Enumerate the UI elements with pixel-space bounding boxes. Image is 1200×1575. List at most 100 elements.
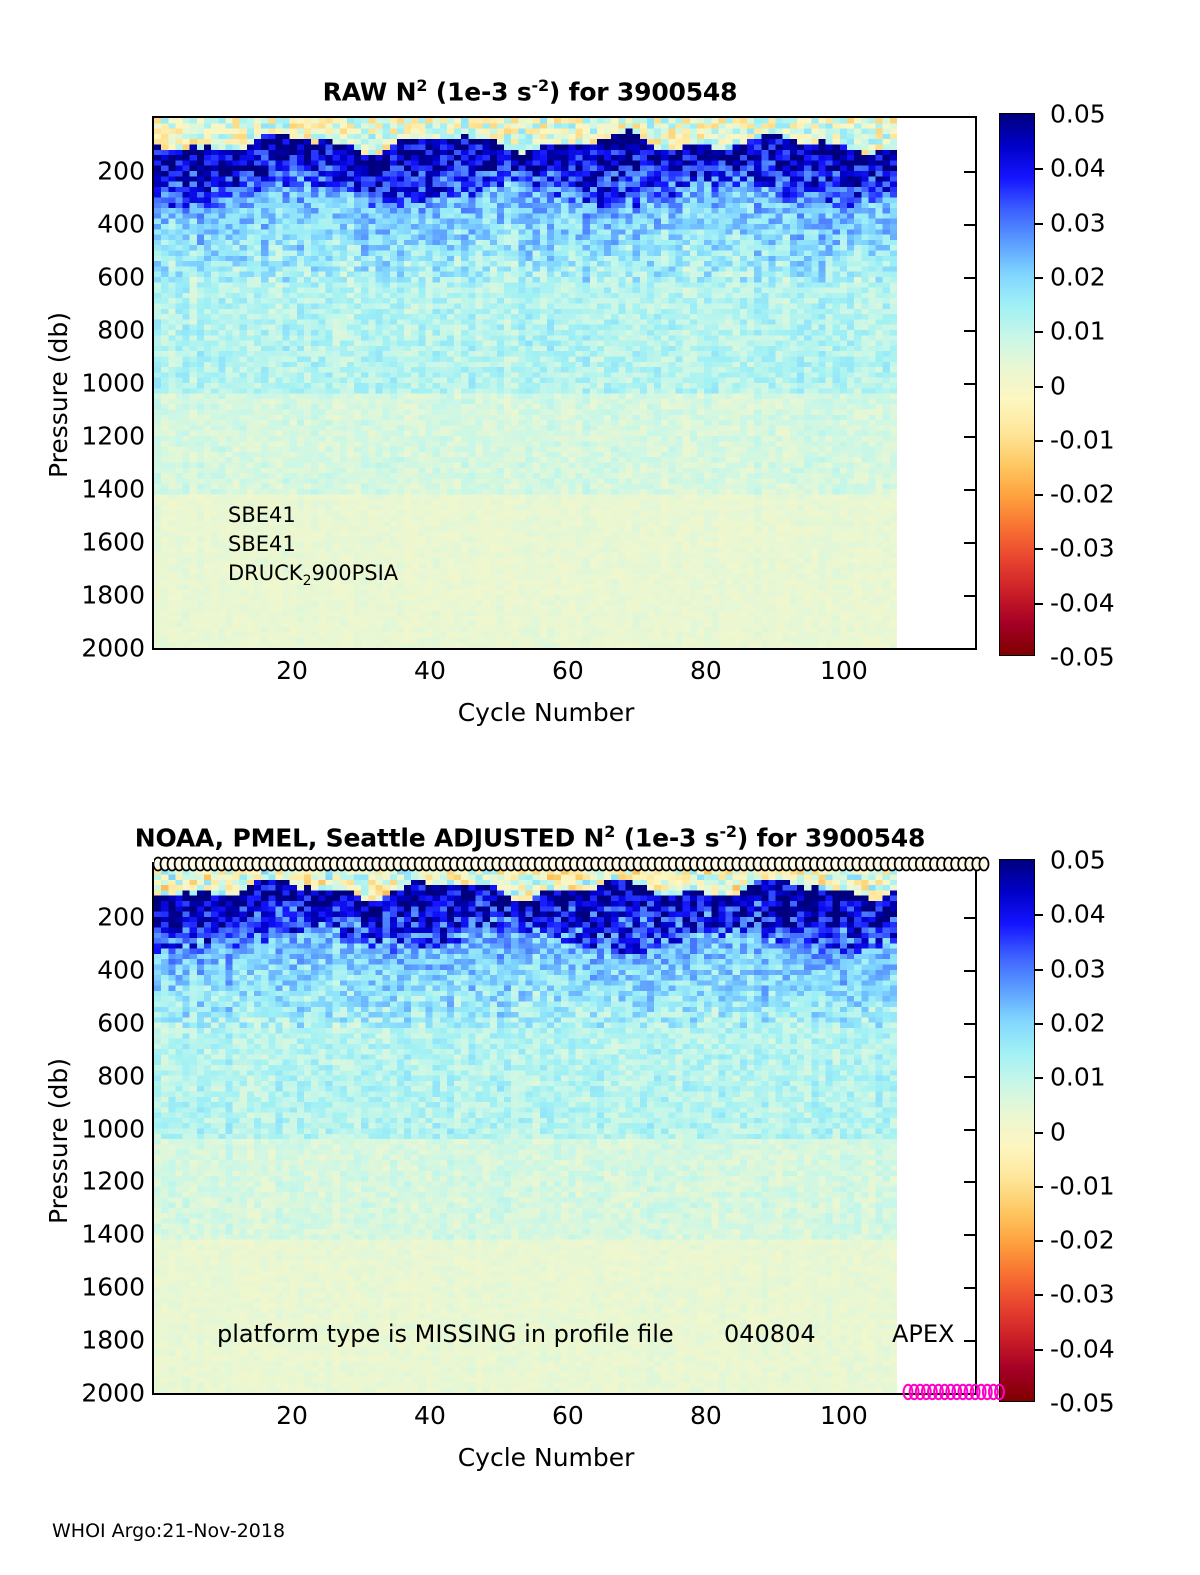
colorbar-tick-label: 0.04 bbox=[1050, 899, 1106, 929]
x-tick-label: 60 bbox=[552, 656, 584, 685]
y-tick-mark bbox=[964, 542, 975, 544]
colorbar-tick-label: -0.04 bbox=[1050, 1334, 1115, 1364]
title-float-id: ) for 3900548 bbox=[548, 77, 738, 107]
colorbar-tick-mark bbox=[1034, 602, 1043, 605]
x-tick-label: 100 bbox=[820, 656, 868, 685]
axes-adjusted: 200 400 600 800 1000 1200 1400 1600 1800 2000 20 40… bbox=[81, 862, 977, 1430]
colorbar-tick-label: 0.02 bbox=[1050, 1008, 1106, 1038]
x-axis-label: Cycle Number bbox=[457, 1443, 635, 1472]
colorbar-tick-mark bbox=[1034, 1294, 1043, 1297]
colorbar-tick-label: -0.02 bbox=[1050, 1225, 1115, 1255]
y-tick-mark bbox=[964, 1128, 975, 1131]
colorbar-tick-mark bbox=[1034, 1022, 1043, 1025]
colorbar-tick-label: -0.02 bbox=[1050, 479, 1115, 509]
y-tick-mark bbox=[964, 1075, 975, 1078]
colorbar-tick-label: 0 bbox=[1050, 1117, 1066, 1146]
y-tick-mark bbox=[964, 489, 975, 491]
y-tick-label: 1600 bbox=[81, 527, 145, 557]
platform-family-label: APEX bbox=[892, 1320, 955, 1348]
colorbar-adjusted: 0.05 0.04 0.03 0.02 0.01 0 -0.01 -0.02 -0.03 -0.0… bbox=[999, 846, 1115, 1418]
y-tick-label: 1400 bbox=[81, 1219, 145, 1249]
title-superscript-2: 2 bbox=[416, 76, 428, 95]
title-superscript-minus2: -2 bbox=[531, 76, 550, 95]
y-tick-label: 1000 bbox=[81, 1114, 145, 1143]
colorbar-tick-label: 0.02 bbox=[1050, 262, 1106, 292]
y-tick-mark bbox=[964, 277, 975, 279]
x-tick-label: 40 bbox=[414, 1401, 446, 1430]
y-tick-mark bbox=[964, 330, 975, 332]
colorbar-tick-mark bbox=[1034, 1240, 1043, 1243]
colorbar-tick-mark bbox=[1034, 1185, 1043, 1188]
colorbar-tick-label: 0.03 bbox=[1050, 208, 1106, 238]
colorbar-tick-label: -0.05 bbox=[1050, 1388, 1115, 1418]
colorbar-tick-label: -0.01 bbox=[1050, 1171, 1115, 1201]
heatmap-raw bbox=[154, 118, 897, 648]
colorbar-tick-mark bbox=[1034, 548, 1043, 551]
colorbar-tick-mark bbox=[1034, 1131, 1043, 1134]
title-units: (1e-3 s bbox=[615, 823, 720, 853]
title-main: NOAA, PMEL, Seattle ADJUSTED N bbox=[134, 823, 605, 853]
colorbar-tick-mark bbox=[1034, 276, 1043, 279]
y-tick-label: 1200 bbox=[81, 421, 145, 451]
x-tick-label: 80 bbox=[690, 1401, 722, 1430]
y-axis-label: Pressure (db) bbox=[44, 312, 73, 478]
x-tick-label: 80 bbox=[690, 656, 722, 685]
plot-title-adjusted: NOAA, PMEL, Seattle ADJUSTED N2 (1e-3 s-… bbox=[0, 822, 1060, 852]
y-tick-label: 400 bbox=[97, 955, 145, 985]
y-tick-mark bbox=[964, 436, 975, 438]
colorbar-tick-mark bbox=[1034, 1077, 1043, 1080]
y-tick-mark bbox=[964, 1234, 975, 1237]
y-tick-label: 800 bbox=[97, 315, 145, 345]
title-float-id: ) for 3900548 bbox=[736, 823, 926, 853]
y-tick-label: 1800 bbox=[81, 580, 145, 610]
colorbar-tick-mark bbox=[1034, 439, 1043, 442]
y-tick-mark bbox=[964, 1287, 975, 1290]
colorbar-raw: 0.05 0.04 0.03 0.02 0.01 0 -0.01 -0.02 -0.03 -0.0… bbox=[999, 100, 1115, 672]
x-tick-label: 40 bbox=[414, 656, 446, 685]
ctd-model-line-1: SBE41 bbox=[228, 503, 296, 527]
y-tick-label: 1600 bbox=[81, 1272, 145, 1302]
x-axis-label: Cycle Number bbox=[457, 698, 635, 727]
y-tick-mark bbox=[964, 171, 975, 173]
y-tick-label: 1400 bbox=[81, 474, 145, 504]
x-tick-label: 60 bbox=[552, 1401, 584, 1430]
colorbar-tick-mark bbox=[1034, 494, 1043, 497]
y-tick-label: 1000 bbox=[81, 368, 145, 398]
colorbar-tick-mark bbox=[1034, 914, 1043, 917]
y-tick-mark bbox=[964, 916, 975, 919]
wmo-instrument-code: 040804 bbox=[724, 1320, 816, 1348]
y-tick-label: 1800 bbox=[81, 1325, 145, 1355]
colorbar-tick-label: -0.03 bbox=[1050, 1279, 1115, 1309]
y-axis-label: Pressure (db) bbox=[44, 1057, 73, 1224]
colorbar-tick-mark bbox=[1034, 385, 1043, 388]
y-tick-label: 800 bbox=[97, 1061, 145, 1091]
colorbar-tick-mark bbox=[1034, 168, 1043, 171]
colorbar-tick-mark bbox=[1034, 331, 1043, 334]
x-tick-label: 20 bbox=[276, 1401, 308, 1430]
y-tick-mark bbox=[964, 224, 975, 226]
colorbar-tick-mark bbox=[1034, 222, 1043, 225]
pressure-sensor-range: 900PSIA bbox=[311, 560, 399, 585]
x-tick-label: 100 bbox=[820, 1401, 868, 1430]
y-tick-label: 2000 bbox=[81, 633, 145, 663]
colorbar-tick-label: 0.01 bbox=[1050, 1062, 1106, 1092]
colorbar-tick-label: -0.05 bbox=[1050, 642, 1115, 672]
title-superscript-minus2: -2 bbox=[719, 822, 737, 841]
y-tick-mark bbox=[964, 648, 975, 650]
colorbar-tick-label: -0.04 bbox=[1050, 588, 1115, 618]
y-tick-label: 200 bbox=[97, 156, 145, 186]
heatmap-adjusted bbox=[154, 864, 897, 1393]
y-tick-mark bbox=[964, 1022, 975, 1025]
colorbar-tick-label: 0.01 bbox=[1050, 316, 1106, 346]
y-tick-label: 600 bbox=[97, 1008, 145, 1038]
sensor-annotation: SBE41 SBE41 DRUCK2900PSIA bbox=[228, 501, 398, 591]
ctd-model-line-2: SBE41 bbox=[228, 531, 296, 556]
y-tick-mark bbox=[964, 383, 975, 385]
platform-type-warning: platform type is MISSING in profile file bbox=[217, 1320, 674, 1348]
footer-credit: WHOI Argo:21-Nov-2018 bbox=[52, 1520, 286, 1542]
colorbar-tick-label: 0.05 bbox=[1050, 845, 1106, 875]
x-tick-label: 20 bbox=[276, 656, 308, 685]
y-tick-mark bbox=[964, 595, 975, 597]
pressure-sensor-line: DRUCK2900PSIA bbox=[228, 559, 398, 592]
y-tick-label: 1200 bbox=[81, 1166, 145, 1196]
